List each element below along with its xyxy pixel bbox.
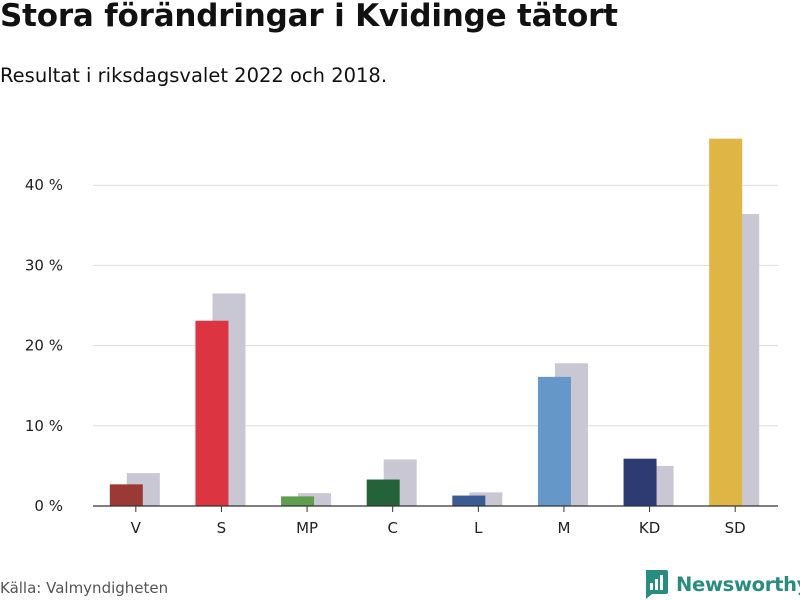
y-tick-label: 10 % xyxy=(25,417,63,435)
x-tick-label-MP: MP xyxy=(296,519,318,537)
bar-2022-V xyxy=(109,484,143,506)
y-tick-label: 20 % xyxy=(25,337,63,355)
y-tick-label: 40 % xyxy=(25,176,63,194)
newsworthy-logo-icon xyxy=(646,570,668,599)
source-note: Källa: Valmyndigheten xyxy=(0,579,169,597)
bar-2022-C xyxy=(366,479,400,506)
bar-2022-L xyxy=(452,495,486,506)
brand-logo: Newsworthy xyxy=(643,569,800,599)
chart-title: Stora förändringar i Kvidinge tätort xyxy=(0,0,618,34)
bar-2022-KD xyxy=(623,458,657,506)
x-tick-label-V: V xyxy=(131,519,142,537)
bar-2022-SD xyxy=(709,138,743,506)
x-tick-label-S: S xyxy=(217,519,227,537)
y-tick-label: 30 % xyxy=(25,256,63,274)
bar-2022-S xyxy=(195,320,229,506)
x-tick-label-M: M xyxy=(557,519,570,537)
brand-name: Newsworthy xyxy=(676,572,800,596)
bar-chart: 0 % 10 % 20 % 30 % 40 % V S MP C L M KD SD xyxy=(25,138,778,537)
bar-2022-M xyxy=(537,376,571,506)
chart-subtitle: Resultat i riksdagsvalet 2022 och 2018. xyxy=(0,64,388,87)
x-tick-label-SD: SD xyxy=(725,519,746,537)
bar-2022-MP xyxy=(281,496,315,506)
x-tick-label-L: L xyxy=(474,519,483,537)
y-tick-label: 0 % xyxy=(34,497,63,515)
x-tick-label-KD: KD xyxy=(639,519,660,537)
x-tick-label-C: C xyxy=(387,519,397,537)
